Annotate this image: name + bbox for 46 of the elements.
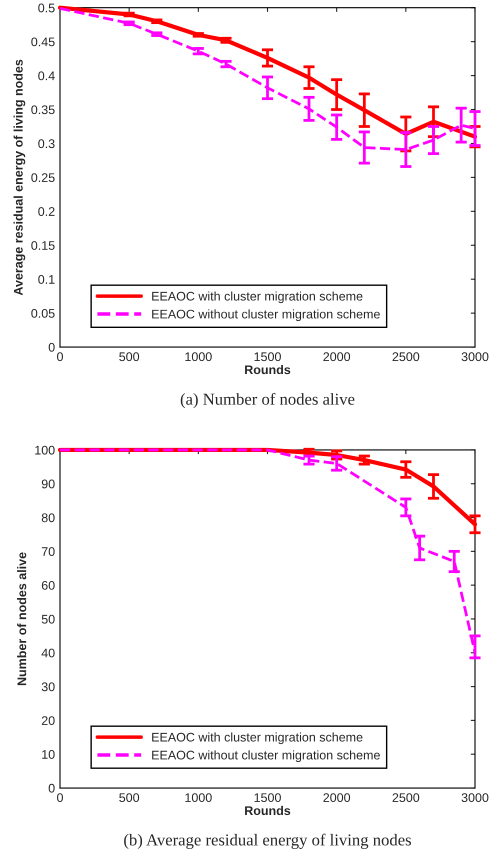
- y-tick-label: 0.3: [38, 139, 55, 148]
- x-tick-label: 3000: [462, 793, 488, 802]
- x-tick-label: 2000: [323, 352, 350, 362]
- y-axis-title: Number of nodes alive: [17, 552, 26, 686]
- legend-label: EEAOC without cluster migration scheme: [152, 309, 380, 322]
- x-axis-title: Rounds: [245, 364, 290, 374]
- x-tick-label: 1500: [254, 352, 281, 362]
- y-tick-label: 50: [42, 614, 55, 624]
- y-tick-label: 0.45: [31, 37, 55, 46]
- y-tick-label: 70: [42, 547, 55, 556]
- y-tick-label: 20: [42, 716, 55, 726]
- x-tick-label: 2500: [392, 352, 420, 362]
- y-tick-label: 0.05: [31, 308, 55, 318]
- x-tick-label: 2000: [323, 793, 350, 802]
- legend-label: EEAOC with cluster migration scheme: [152, 732, 362, 744]
- y-tick-label: 80: [42, 513, 55, 522]
- y-tick-label: 0: [48, 784, 55, 793]
- y-tick-label: 0.25: [31, 173, 55, 182]
- x-axis-title: Rounds: [245, 806, 290, 816]
- y-tick-label: 0.5: [38, 4, 55, 12]
- y-tick-label: 0: [48, 342, 55, 352]
- y-tick-label: 100: [35, 446, 55, 455]
- x-tick-label: 0: [57, 352, 63, 362]
- y-tick-label: 90: [42, 480, 55, 488]
- text: (a) Number of nodes alive: [180, 392, 354, 408]
- y-tick-label: 0.35: [31, 105, 55, 114]
- y-tick-label: 0.1: [38, 275, 55, 284]
- x-tick-label: 0: [57, 793, 63, 802]
- x-tick-label: 1500: [254, 793, 281, 802]
- y-tick-label: 30: [42, 682, 55, 692]
- y-tick-label: 0.4: [38, 71, 55, 80]
- y-tick-label: 0.15: [31, 241, 55, 250]
- legend-label: EEAOC without cluster migration scheme: [152, 750, 380, 762]
- y-tick-label: 0.2: [38, 207, 55, 216]
- x-tick-label: 3000: [462, 352, 488, 362]
- x-tick-label: 1000: [185, 352, 212, 362]
- x-tick-label: 500: [119, 352, 140, 362]
- x-tick-label: 1000: [185, 793, 212, 802]
- y-tick-label: 40: [42, 648, 55, 658]
- x-tick-label: 500: [119, 793, 140, 802]
- y-tick-label: 60: [42, 580, 55, 590]
- y-axis-title: Average residual energy of living nodes: [14, 60, 26, 296]
- x-tick-label: 2500: [392, 793, 420, 802]
- text: (b) Average residual energy of living nodes: [124, 834, 411, 849]
- y-tick-label: 10: [42, 750, 55, 759]
- legend-label: EEAOC with cluster migration scheme: [152, 291, 362, 304]
